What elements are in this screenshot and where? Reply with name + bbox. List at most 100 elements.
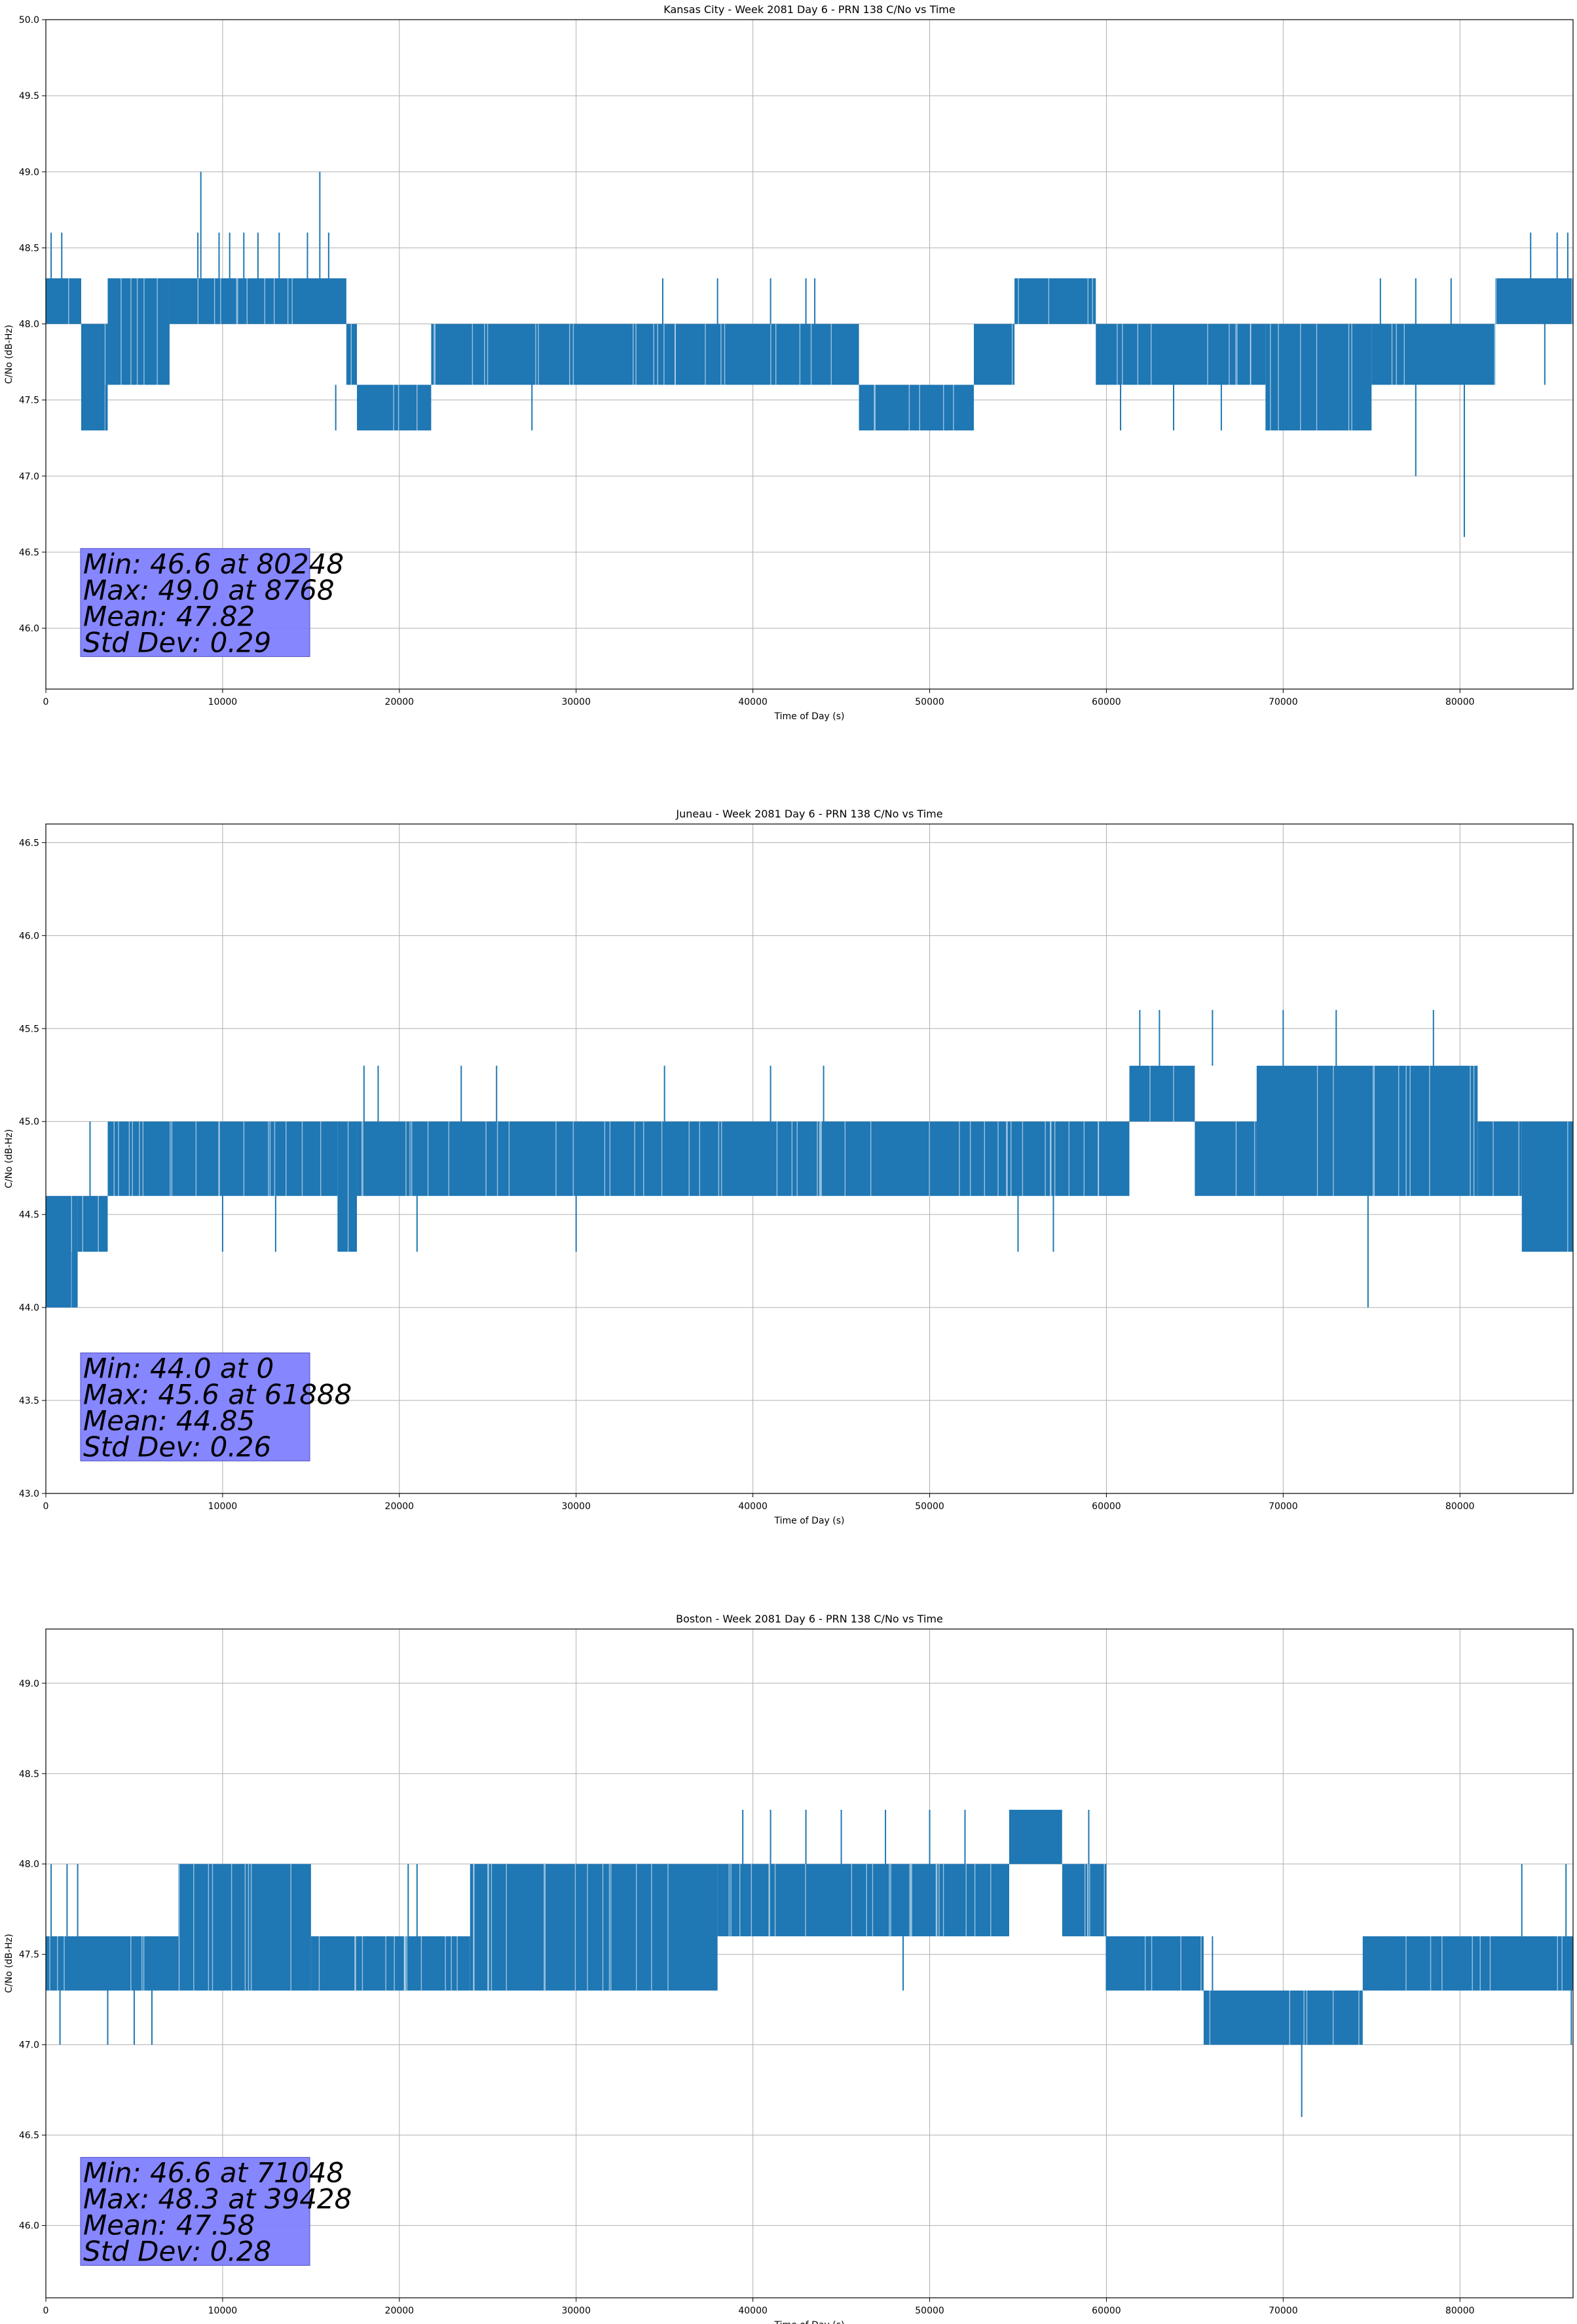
data-gap [1398, 1066, 1400, 1196]
data-gap [1316, 324, 1318, 431]
data-gap [128, 1121, 130, 1196]
data-band [1265, 324, 1372, 431]
y-tick-label: 47.5 [19, 396, 39, 406]
axes-frame [45, 19, 1574, 690]
data-series [46, 1009, 1573, 1308]
data-gap [1062, 1809, 1064, 1864]
data-gap [830, 324, 832, 385]
data-gap [1300, 324, 1301, 431]
stats-line: Max: 49.0 at 8768 [83, 574, 335, 606]
x-tick-label: 60000 [1092, 1501, 1121, 1512]
data-gap [635, 1864, 637, 1991]
data-gap [675, 324, 676, 385]
data-gap [244, 1864, 246, 1991]
chart-title: Juneau - Week 2081 Day 6 - PRN 138 C/No … [675, 808, 942, 820]
data-gap [1430, 1936, 1432, 1991]
data-gap [248, 1864, 250, 1991]
data-gap [965, 1864, 967, 1937]
data-gap [1289, 1990, 1291, 2045]
data-band [1062, 1864, 1107, 1937]
axes-frame [45, 823, 1574, 1494]
data-gap [1104, 1864, 1105, 1937]
y-tick-label: 43.5 [19, 1396, 39, 1406]
data-band [1203, 1990, 1363, 2045]
data-band [1256, 1066, 1478, 1196]
data-band [178, 1864, 311, 1991]
data-gap [487, 324, 489, 385]
y-tick-label: 48.0 [19, 320, 39, 330]
x-tick-label: 50000 [915, 697, 944, 707]
y-tick-label: 49.5 [19, 91, 39, 102]
x-tick-label: 30000 [561, 697, 591, 707]
stats-line: Mean: 44.85 [83, 1404, 255, 1436]
stats-line: Mean: 47.58 [83, 2209, 255, 2241]
y-tick-label: 47.5 [19, 1950, 39, 1960]
data-gap [473, 1864, 475, 1991]
data-gap [434, 324, 436, 385]
data-gap [411, 1121, 413, 1196]
data-gap [57, 1936, 58, 1991]
data-gap [890, 1864, 891, 1937]
y-tick-label: 46.5 [19, 838, 39, 848]
y-tick-label: 45.0 [19, 1117, 39, 1127]
y-tick-label: 46.0 [19, 2221, 39, 2232]
y-axis-label: C/No (dB-Hz) [4, 1129, 14, 1188]
data-band [1362, 1936, 1573, 1991]
data-gap [1006, 1121, 1007, 1196]
data-gap [488, 1864, 489, 1991]
data-gap [1200, 1936, 1202, 1991]
data-band [1195, 1121, 1257, 1196]
data-gap [635, 324, 637, 385]
data-gap [1303, 1990, 1305, 2045]
data-gap [143, 1936, 145, 1991]
data-gap [720, 324, 722, 385]
data-gap [354, 1936, 356, 1991]
data-gap [796, 1121, 798, 1196]
data-gap [355, 1936, 356, 1991]
chart-title: Kansas City - Week 2081 Day 6 - PRN 138 … [663, 3, 955, 16]
stats-line: Min: 46.6 at 80248 [83, 548, 344, 580]
data-gap [1087, 1864, 1088, 1937]
y-tick-label: 44.0 [19, 1303, 39, 1313]
stats-box [80, 548, 310, 657]
data-band [1371, 324, 1496, 385]
data-gap [572, 324, 574, 385]
data-gap [935, 1864, 937, 1937]
data-gap [320, 1121, 322, 1196]
x-tick-label: 30000 [561, 2306, 591, 2316]
data-gap [491, 1864, 492, 1991]
data-gap [1022, 1121, 1024, 1196]
data-gap [291, 278, 293, 324]
x-tick-label: 0 [43, 1501, 49, 1512]
y-tick-label: 49.0 [19, 1679, 39, 1689]
data-band [859, 384, 974, 431]
data-gap [938, 1864, 940, 1937]
data-gap [362, 1936, 363, 1991]
data-gap [1083, 1121, 1085, 1196]
data-gap [608, 1864, 610, 1991]
data-band [357, 1121, 1130, 1196]
data-band [1129, 1066, 1195, 1122]
data-gap [130, 278, 132, 385]
data-series [46, 1809, 1573, 2118]
data-gap [943, 384, 944, 431]
data-band [107, 1121, 338, 1196]
data-gap [485, 1121, 487, 1196]
x-tick-label: 70000 [1269, 697, 1298, 707]
data-gap [1180, 1936, 1181, 1991]
data-band [1495, 278, 1573, 324]
data-series [46, 172, 1573, 537]
x-tick-label: 70000 [1269, 2306, 1298, 2316]
y-tick-label: 46.5 [19, 2131, 39, 2141]
x-axis-label: Time of Day (s) [774, 1516, 845, 1526]
x-tick-label: 10000 [208, 697, 238, 707]
data-gap [997, 1121, 999, 1196]
data-band [717, 1864, 1009, 1937]
data-gap [456, 1936, 458, 1991]
y-tick-label: 43.0 [19, 1489, 39, 1499]
y-tick-label: 46.0 [19, 931, 39, 941]
x-tick-label: 30000 [561, 1501, 591, 1512]
data-gap [1479, 1936, 1481, 1991]
data-gap [405, 1121, 407, 1196]
data-gap [1054, 1121, 1056, 1196]
